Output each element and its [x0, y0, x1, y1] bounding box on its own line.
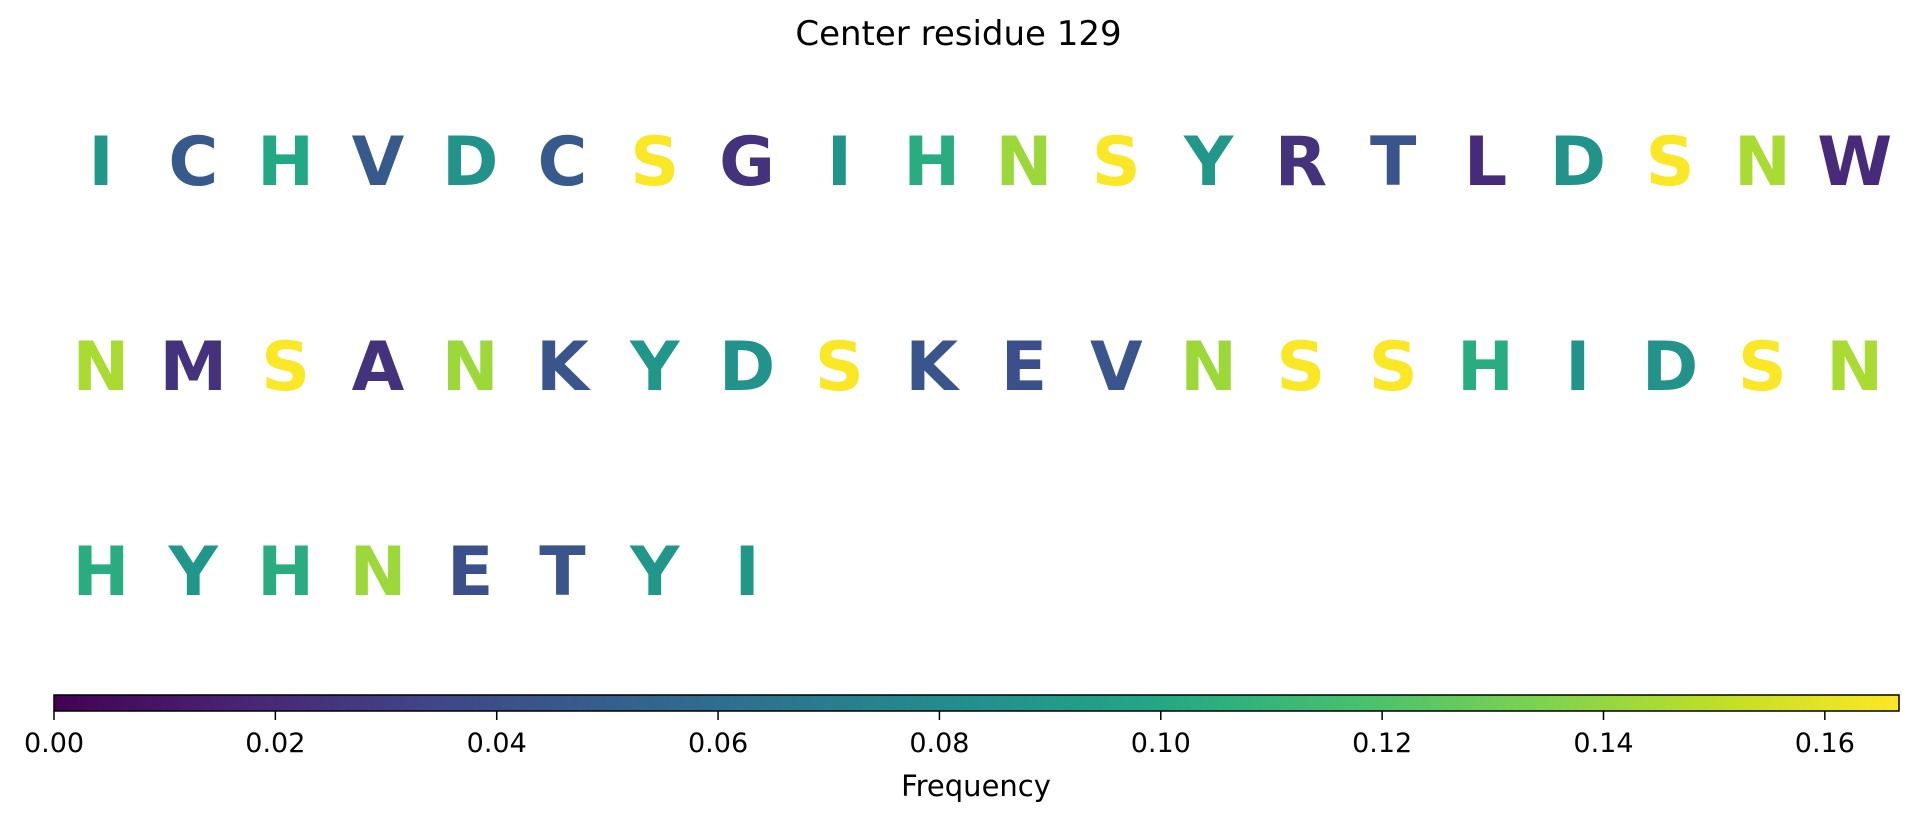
colorbar-label: Frequency [901, 769, 1051, 803]
colorbar-tick-label: 0.04 [467, 728, 527, 759]
residue-letter: S [1276, 328, 1325, 407]
residue-letter: H [73, 533, 130, 612]
colorbar-tick-label: 0.06 [688, 728, 748, 759]
residue-letter: H [257, 123, 314, 202]
colorbar-ticks: 0.00 0.02 0.04 0.06 0.08 0.10 0.12 0.14 0.16 [24, 711, 1855, 759]
residue-letter: M [159, 328, 227, 407]
residue-letter: S [261, 328, 310, 407]
residue-letter: H [1457, 328, 1514, 407]
residue-letter: V [352, 123, 405, 202]
colorbar-tick-label: 0.08 [909, 728, 969, 759]
residue-letter: R [1275, 123, 1327, 202]
residue-letter: N [1826, 328, 1883, 407]
residue-letter: Y [629, 328, 680, 407]
residue-letter: I [734, 533, 759, 612]
residue-letters: I C H V D C S G I H N S Y R T L D S N WN M S A N K Y D S K E V N S S H I D S N… [73, 123, 1893, 612]
residue-letter: K [905, 328, 960, 407]
colorbar-tick-label: 0.02 [245, 728, 305, 759]
residue-letter: D [1642, 328, 1698, 407]
residue-letter: K [536, 328, 591, 407]
colorbar-tick-label: 0.00 [24, 728, 84, 759]
residue-letter: S [1369, 328, 1418, 407]
residue-letter: H [903, 123, 960, 202]
residue-letter: N [996, 123, 1053, 202]
residue-letter: I [1565, 328, 1590, 407]
residue-letter: S [1738, 328, 1787, 407]
residue-letter: S [630, 123, 679, 202]
chart-title: Center residue 129 [795, 14, 1122, 54]
colorbar-tick-label: 0.10 [1131, 728, 1191, 759]
residue-letter: C [538, 123, 588, 202]
residue-letter: N [73, 328, 130, 407]
residue-letter: N [442, 328, 499, 407]
residue-letter: S [815, 328, 864, 407]
residue-letter: D [719, 328, 775, 407]
residue-letter: D [1550, 123, 1606, 202]
residue-letter: T [539, 533, 586, 612]
residue-letter: H [257, 533, 314, 612]
colorbar-tick-label: 0.16 [1795, 728, 1855, 759]
residue-letter: N [1180, 328, 1237, 407]
residue-letter: N [1734, 123, 1791, 202]
residue-letter: A [352, 328, 405, 407]
residue-letter: V [1090, 328, 1143, 407]
residue-letter: E [447, 533, 493, 612]
residue-letter: C [168, 123, 218, 202]
residue-letter: N [349, 533, 406, 612]
residue-letter: Y [1183, 123, 1234, 202]
colorbar-tick-label: 0.12 [1352, 728, 1412, 759]
residue-letter: L [1464, 123, 1507, 202]
colorbar [53, 694, 1900, 712]
residue-letter: E [1001, 328, 1047, 407]
residue-letter: S [1646, 123, 1695, 202]
residue-letter: T [1370, 123, 1417, 202]
colorbar-tick-label: 0.14 [1573, 728, 1633, 759]
residue-letter: W [1817, 123, 1892, 202]
residue-letter: D [442, 123, 498, 202]
residue-letter: Y [168, 533, 219, 612]
residue-letter: I [827, 123, 852, 202]
residue-letter: Y [629, 533, 680, 612]
residue-letter: S [1092, 123, 1141, 202]
residue-letter: G [719, 123, 775, 202]
residue-letter: I [88, 123, 113, 202]
